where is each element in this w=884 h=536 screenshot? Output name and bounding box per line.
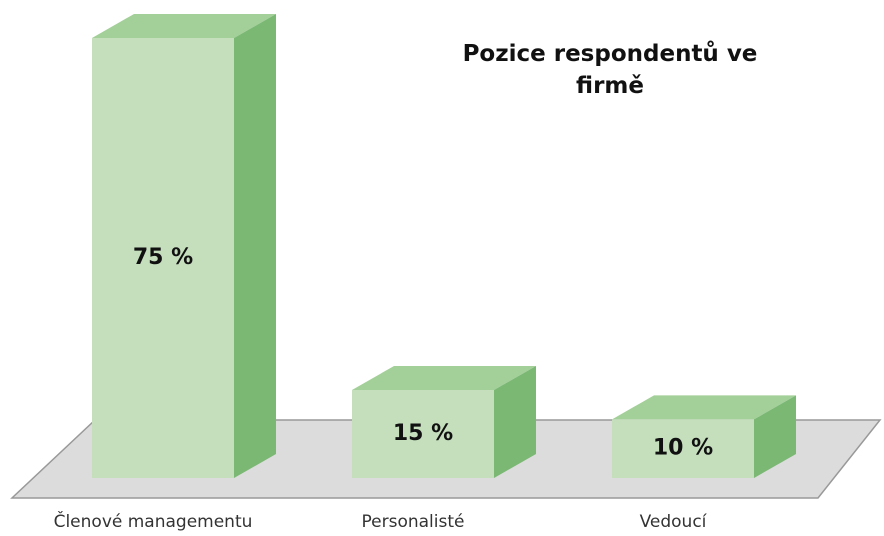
x-tick-label: Personalisté: [362, 512, 465, 532]
bar: [612, 419, 754, 478]
value-label: 10 %: [653, 436, 713, 461]
value-label: 75 %: [133, 245, 193, 270]
value-label: 15 %: [393, 421, 453, 446]
bar-side: [234, 14, 276, 478]
chart-title: Pozice respondentů ve firmě: [462, 41, 758, 99]
bar: [352, 390, 494, 478]
bar-side: [494, 366, 536, 478]
bar: [92, 38, 234, 478]
bar-top: [92, 14, 276, 38]
x-tick-label: Členové managementu: [54, 510, 253, 532]
bar-side: [754, 395, 796, 478]
bar-top: [612, 395, 796, 420]
bar-top: [352, 366, 536, 390]
x-tick-label: Vedoucí: [640, 512, 708, 532]
